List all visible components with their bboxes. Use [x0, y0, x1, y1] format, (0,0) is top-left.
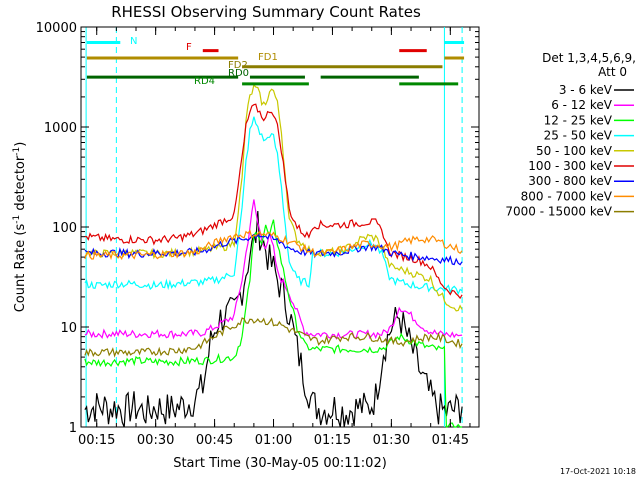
state-bar-label: F — [186, 42, 192, 53]
x-tick-label: 01:15 — [314, 433, 351, 448]
series-line — [84, 229, 463, 261]
legend-label: 800 - 7000 keV — [521, 189, 613, 203]
legend-label: 12 - 25 keV — [544, 113, 613, 127]
chart-title: RHESSI Observing Summary Count Rates — [111, 3, 421, 21]
state-bar-label: N — [130, 36, 137, 47]
x-tick-label: 01:00 — [255, 433, 292, 448]
y-tick-label: 100 — [52, 221, 77, 236]
series-line — [84, 210, 463, 428]
legend-attenuator: Att 0 — [598, 65, 627, 79]
footer-timestamp: 17-Oct-2021 10:18 — [560, 467, 636, 476]
state-bar-label: FD2 — [228, 60, 248, 71]
state-bar-label: RD0 — [228, 68, 249, 79]
y-tick-label: 1000 — [44, 121, 77, 136]
legend-label: 6 - 12 keV — [551, 98, 613, 112]
y-tick-label: 1 — [69, 421, 77, 436]
y-axis-label: Count Rate (s-1 detector-1) — [12, 142, 28, 313]
plot-frame — [80, 26, 480, 428]
legend-label: 100 - 300 keV — [528, 159, 612, 173]
series-line — [84, 233, 463, 266]
legend-label: 50 - 100 keV — [536, 144, 613, 158]
series-group — [84, 83, 463, 428]
series-line — [84, 103, 463, 300]
series-line — [84, 199, 463, 340]
state-bar-label: RD4 — [194, 76, 215, 87]
x-tick-label: 00:15 — [78, 433, 115, 448]
x-tick-label: 00:45 — [196, 433, 233, 448]
legend-label: 3 - 6 keV — [559, 83, 613, 97]
series-line — [84, 116, 463, 296]
x-tick-label: 01:30 — [373, 433, 410, 448]
y-tick-label: 10 — [60, 321, 77, 336]
x-tick-label: 01:45 — [432, 433, 469, 448]
axes: 1 10 100 1000 10000 00:15 00:30 00:45 01:00 01:15… — [36, 21, 479, 448]
legend-header: Det 1,3,4,5,6,9, — [542, 51, 636, 65]
legend-label: 7000 - 15000 keV — [505, 205, 612, 219]
state-bar-label: FD1 — [258, 52, 278, 63]
y-tick-label: 10000 — [36, 21, 77, 36]
series-line — [84, 83, 463, 312]
x-tick-label: 00:30 — [137, 433, 174, 448]
series-line — [84, 317, 463, 358]
legend-label: 300 - 800 keV — [528, 174, 612, 188]
x-axis-label: Start Time (30-May-05 00:11:02) — [173, 456, 387, 471]
legend-label: 25 - 50 keV — [544, 129, 613, 143]
